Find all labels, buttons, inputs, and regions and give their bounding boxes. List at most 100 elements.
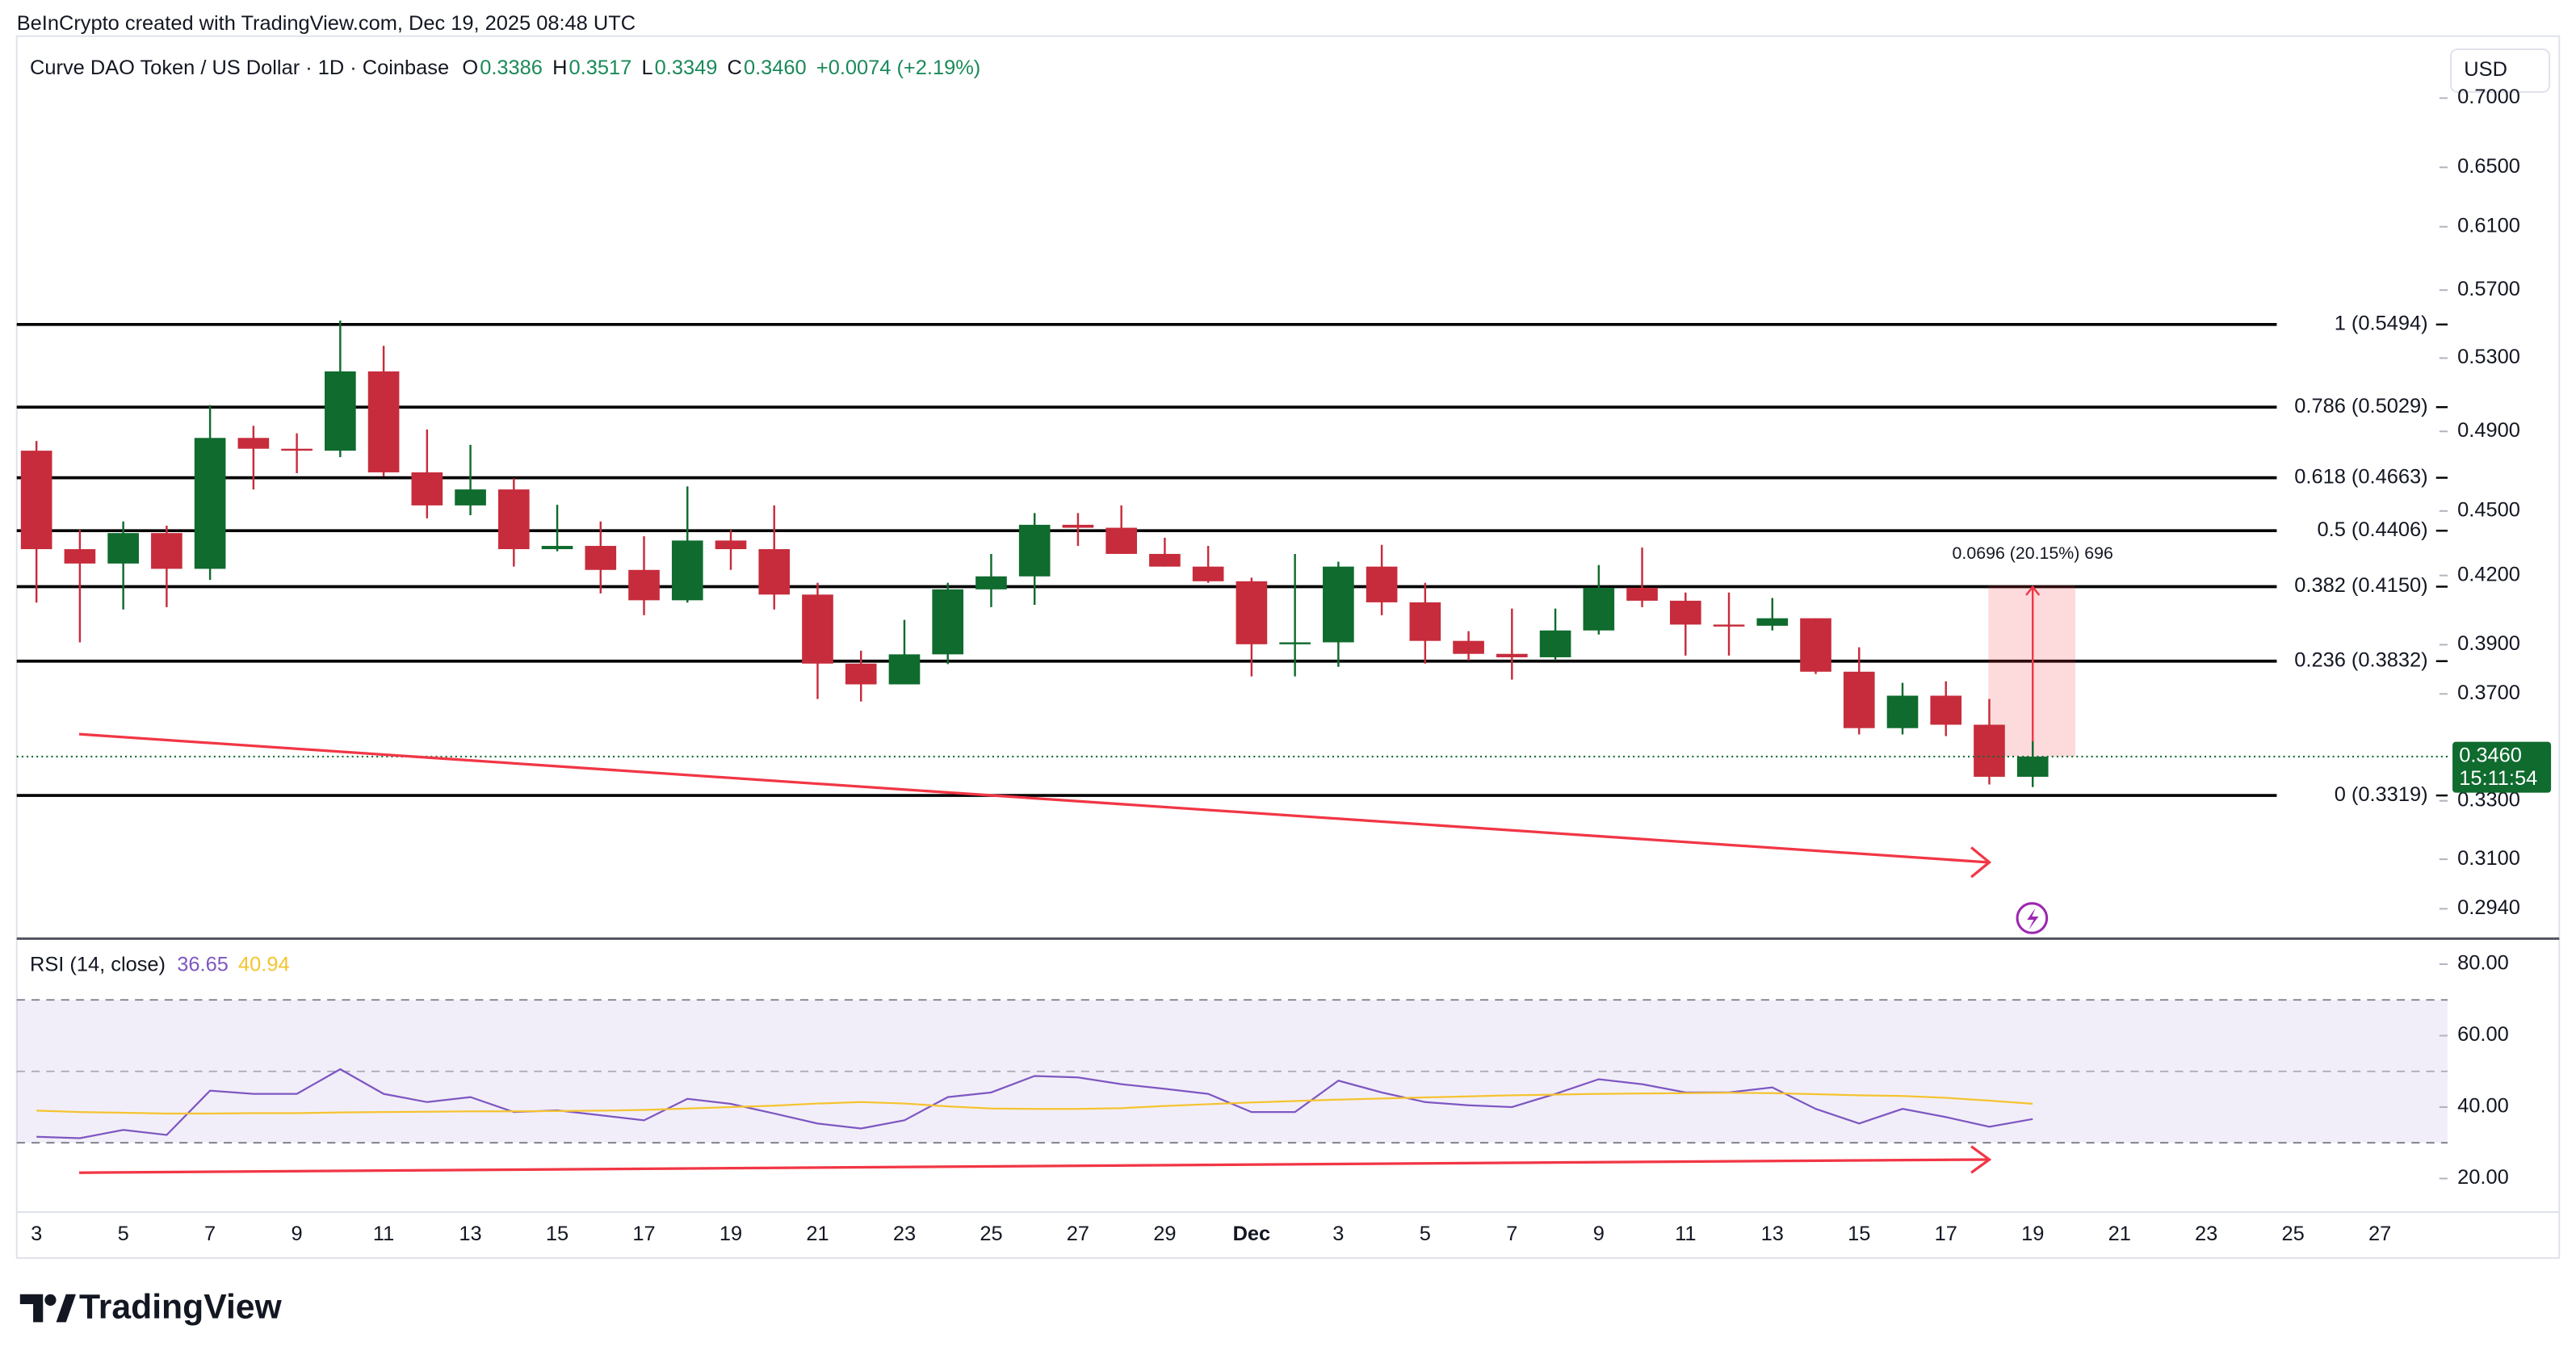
ohlc-key: C (728, 57, 742, 79)
candle-body (975, 576, 1007, 589)
y-tick-label: 0.3900 (2457, 632, 2520, 655)
y-tick-label: 80.00 (2457, 952, 2509, 975)
candle-body (585, 546, 617, 570)
candle-body (1669, 600, 1701, 625)
x-tick-label: 13 (1761, 1223, 1784, 1245)
candle-body (1930, 695, 1962, 725)
fib-label: 0.236 (0.3832) (2294, 648, 2427, 671)
candle-body (1366, 566, 1398, 602)
currency[interactable]: USD (2464, 58, 2507, 81)
candle-body (1018, 524, 1051, 577)
candle-body (1062, 524, 1094, 528)
candle-body (1756, 618, 1789, 626)
ohlc-value: 0.3460 (744, 57, 807, 79)
candle-body (237, 438, 270, 449)
candle-body (845, 663, 877, 685)
price-pane: 0.7000 0.6500 0.6100 0.5700 0.5300 0.4900 0.45… (16, 57, 2552, 919)
candle-body (2016, 756, 2049, 777)
fib-label: 0.5 (0.4406) (2318, 518, 2428, 541)
candle-body (888, 654, 921, 685)
candle-body (1539, 630, 1571, 657)
candle-body (1626, 587, 1658, 601)
y-tick-label: 0.6100 (2457, 214, 2520, 237)
x-tick-label: 11 (373, 1223, 394, 1245)
candle-body (715, 540, 747, 550)
candle-body (541, 546, 573, 550)
last-price-box (2452, 741, 2552, 793)
x-tick-label: 7 (204, 1223, 216, 1245)
x-tick-label: 19 (720, 1223, 742, 1245)
frame (15, 35, 2561, 1260)
y-tick-label: 0.4500 (2457, 499, 2520, 522)
x-tick-label: 29 (1153, 1223, 1176, 1245)
y-tick-label: 0.5700 (2457, 278, 2520, 300)
candle-body (1105, 527, 1137, 554)
candle-body (671, 540, 703, 601)
ohlc-value: 0.3517 (569, 57, 632, 79)
candle-body (1583, 587, 1615, 631)
candle-body (1279, 642, 1311, 644)
candle-body (325, 371, 356, 451)
candle-body (1713, 624, 1745, 627)
x-tick-label: Dec (1233, 1223, 1271, 1245)
y-tick-label: 0.3100 (2457, 847, 2520, 870)
x-tick-label: 5 (1420, 1223, 1431, 1245)
x-tick-label: 11 (1675, 1223, 1696, 1245)
rsi-pane: 80.00 60.00 40.00 20.00 RSI (14, close) 36.65… (16, 952, 2509, 1189)
x-tick-label: 21 (2108, 1223, 2131, 1245)
candle-body (1800, 618, 1831, 672)
logo-text: TradingView (79, 1287, 283, 1326)
candle-body (411, 472, 443, 506)
candle-body (20, 451, 52, 550)
credit: BeInCrypto created with TradingView.com,… (17, 12, 636, 35)
candle-body (1974, 724, 2005, 777)
y-tick-label: 60.00 (2457, 1023, 2509, 1046)
x-tick-label: 19 (2021, 1223, 2044, 1245)
candle-body (151, 533, 183, 569)
x-tick-label: 3 (31, 1223, 42, 1245)
candle-body (1843, 671, 1875, 728)
trend-line (79, 1158, 1988, 1174)
candle-body (1236, 581, 1268, 644)
candle-body (281, 448, 313, 451)
x-tick-label: 23 (2195, 1223, 2217, 1245)
y-tick-label: 0.3700 (2457, 682, 2520, 704)
candle-body (194, 438, 226, 569)
x-tick-label: 25 (980, 1223, 1002, 1245)
measure-arrowhead (2025, 585, 2041, 596)
fib-label: 0.382 (0.4150) (2294, 574, 2427, 597)
fib-label: 0.786 (0.5029) (2294, 395, 2427, 417)
candle-body (802, 594, 833, 664)
ohlc-value: 0.3386 (480, 57, 543, 79)
trend-line (78, 732, 1988, 864)
y-tick-label: 0.6500 (2457, 155, 2520, 178)
candle-body (1149, 553, 1181, 567)
y-tick-label: 40.00 (2457, 1095, 2509, 1118)
fib-label: 0 (0.3319) (2335, 783, 2428, 806)
x-tick-label: 13 (459, 1223, 481, 1245)
x-tick-label: 25 (2282, 1223, 2305, 1245)
trend-arrow (1970, 846, 1992, 879)
candle-body (1496, 653, 1528, 657)
x-tick-label: 15 (546, 1223, 568, 1245)
rsi-value: 36.65 (177, 954, 229, 976)
candle-body (107, 533, 139, 564)
x-tick-label: 7 (1506, 1223, 1517, 1245)
y-tick-label: 0.4900 (2457, 419, 2520, 442)
currency-button[interactable] (2450, 48, 2551, 93)
candle-body (1886, 695, 1919, 728)
candle-body (1409, 602, 1441, 641)
candle-body (628, 569, 660, 601)
x-tick-label: 27 (1067, 1223, 1089, 1245)
candle-body (455, 489, 486, 506)
fib-label: 0.618 (0.4663) (2294, 465, 2427, 488)
candle-body (932, 589, 964, 655)
candle-body (1453, 640, 1484, 654)
x-tick-label: 9 (1593, 1223, 1605, 1245)
candle-body (64, 549, 96, 564)
x-tick-label: 27 (2368, 1223, 2391, 1245)
x-tick-label: 5 (118, 1223, 129, 1245)
x-tick-label: 15 (1848, 1223, 1870, 1245)
